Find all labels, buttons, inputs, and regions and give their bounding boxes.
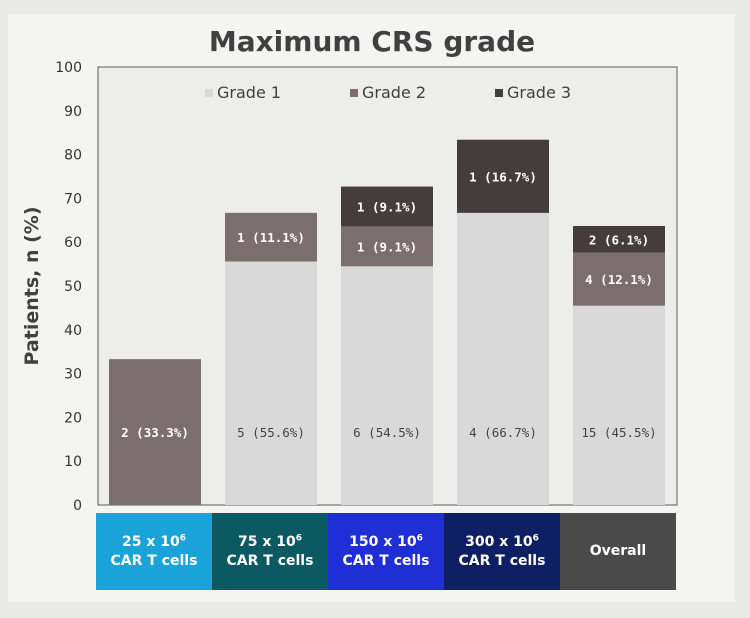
data-label: 1 (9.1%) bbox=[357, 239, 417, 254]
data-label: 4 (12.1%) bbox=[585, 272, 653, 287]
data-label: 1 (16.7%) bbox=[469, 169, 537, 184]
data-label: 1 (9.1%) bbox=[357, 200, 417, 215]
y-tick-label: 0 bbox=[73, 498, 82, 514]
category-label: Overall bbox=[560, 513, 676, 590]
data-label: 15 (45.5%) bbox=[581, 425, 656, 440]
data-label: 2 (33.3%) bbox=[121, 425, 189, 440]
bar-segment bbox=[225, 212, 317, 262]
data-label: 5 (55.6%) bbox=[237, 425, 305, 440]
legend-label: Grade 3 bbox=[507, 83, 571, 102]
y-tick-label: 60 bbox=[64, 235, 82, 251]
bar-segment bbox=[573, 252, 665, 306]
legend-swatch bbox=[350, 89, 358, 97]
bar-segment bbox=[573, 225, 665, 253]
legend-swatch bbox=[495, 89, 503, 97]
y-tick-label: 40 bbox=[64, 323, 82, 339]
data-label: 6 (54.5%) bbox=[353, 425, 421, 440]
data-label: 1 (11.1%) bbox=[237, 230, 305, 245]
bar-segment bbox=[457, 139, 549, 213]
category-label: 300 x 106 CAR T cells bbox=[444, 513, 560, 590]
y-tick-label: 50 bbox=[64, 279, 82, 295]
y-tick-label: 20 bbox=[64, 410, 82, 426]
legend-swatch bbox=[205, 89, 213, 97]
category-label: 75 x 106 CAR T cells bbox=[212, 513, 328, 590]
y-tick-label: 100 bbox=[55, 60, 82, 76]
bar-segment bbox=[109, 359, 201, 505]
category-label: 25 x 106 CAR T cells bbox=[96, 513, 212, 590]
y-axis-label: Patients, n (%) bbox=[21, 206, 43, 365]
bar-segment bbox=[573, 305, 665, 505]
bar-segment bbox=[341, 266, 433, 505]
bar-segment bbox=[341, 186, 433, 227]
bar-segment bbox=[225, 261, 317, 505]
legend-label: Grade 1 bbox=[217, 83, 281, 102]
y-tick-label: 30 bbox=[64, 367, 82, 383]
y-tick-label: 90 bbox=[64, 104, 82, 120]
legend-label: Grade 2 bbox=[362, 83, 426, 102]
y-tick-label: 10 bbox=[64, 454, 82, 470]
y-tick-label: 70 bbox=[64, 191, 82, 207]
data-label: 4 (66.7%) bbox=[469, 425, 537, 440]
bar-segment bbox=[457, 212, 549, 505]
chart-title: Maximum CRS grade bbox=[209, 25, 535, 58]
category-label: 150 x 106 CAR T cells bbox=[328, 513, 444, 590]
y-tick-label: 80 bbox=[64, 148, 82, 164]
bar-segment bbox=[341, 226, 433, 267]
data-label: 2 (6.1%) bbox=[589, 232, 649, 247]
